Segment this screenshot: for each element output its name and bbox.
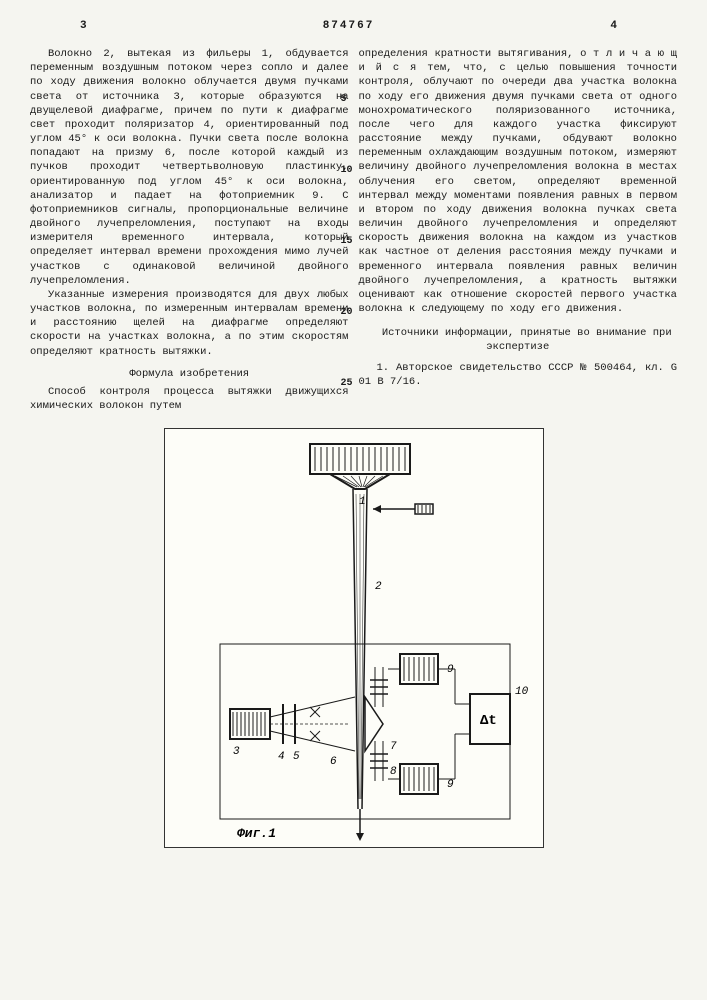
column-left: Волокно 2, вытекая из фильеры 1, обдувае… (30, 47, 349, 413)
component-3-source (230, 709, 270, 739)
source-1: 1. Авторское свидетельство СССР № 500464… (359, 361, 678, 389)
text-columns: Волокно 2, вытекая из фильеры 1, обдувае… (30, 47, 677, 413)
left-para-3: Способ контроля процесса вытяжки движущи… (30, 385, 349, 413)
page-number-left: 3 (80, 20, 87, 32)
label-4: 4 (278, 751, 285, 763)
air-nozzle (373, 504, 433, 514)
column-right: 5 10 15 20 25 определения кратности вытя… (359, 47, 678, 413)
label-7: 7 (390, 741, 397, 753)
line-marker-25: 25 (341, 377, 353, 391)
label-3: 3 (233, 746, 240, 758)
label-5: 5 (293, 751, 300, 763)
dt-label: Δt (480, 713, 497, 729)
line-marker-15: 15 (341, 235, 353, 249)
label-9-bot: 9 (447, 779, 454, 791)
label-6: 6 (330, 756, 337, 768)
label-9-top: 9 (447, 664, 454, 676)
technical-diagram: 1 2 (164, 428, 544, 848)
left-para-1: Волокно 2, вытекая из фильеры 1, обдувае… (30, 47, 349, 288)
diagram-svg: 1 2 (165, 429, 545, 849)
patent-number: 874767 (323, 20, 375, 32)
line-marker-20: 20 (341, 306, 353, 320)
label-10: 10 (515, 686, 529, 698)
label-2: 2 (375, 581, 382, 593)
component-1-filter (310, 444, 410, 489)
page-number-right: 4 (610, 20, 617, 32)
line-marker-5: 5 (341, 93, 347, 107)
formula-label: Формула изобретения (30, 367, 349, 381)
figure-container: 1 2 (30, 428, 677, 848)
label-8: 8 (390, 766, 397, 778)
right-para-1: определения кратности вытягивания, о т л… (359, 47, 678, 316)
page-header: 3 874767 4 (30, 20, 677, 32)
component-2-fiber (353, 489, 367, 809)
sources-label: Источники информации, принятые во вниман… (359, 326, 678, 354)
line-marker-10: 10 (341, 164, 353, 178)
figure-label: Фиг.1 (237, 826, 276, 841)
left-para-2: Указанные измерения производятся для дву… (30, 288, 349, 359)
